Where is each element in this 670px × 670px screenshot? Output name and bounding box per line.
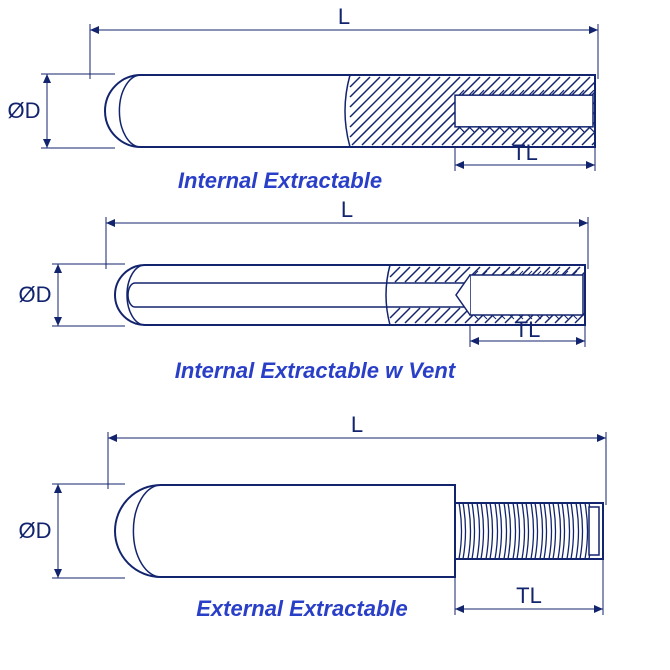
svg-text:TL: TL <box>516 583 542 608</box>
label-external: External Extractable <box>196 596 408 621</box>
svg-text:TL: TL <box>515 317 541 342</box>
svg-text:TL: TL <box>512 140 538 165</box>
svg-text:ØD: ØD <box>19 282 52 307</box>
extractable-pins-diagram: L ØD TL Internal Extractable L ØD TL Internal E… <box>0 0 670 670</box>
label-internal: Internal Extractable <box>178 168 382 193</box>
svg-text:L: L <box>338 4 350 29</box>
svg-text:L: L <box>351 412 363 437</box>
label-internal-vent: Internal Extractable w Vent <box>175 358 457 383</box>
svg-text:ØD: ØD <box>8 98 41 123</box>
svg-text:ØD: ØD <box>19 518 52 543</box>
svg-text:L: L <box>341 197 353 222</box>
